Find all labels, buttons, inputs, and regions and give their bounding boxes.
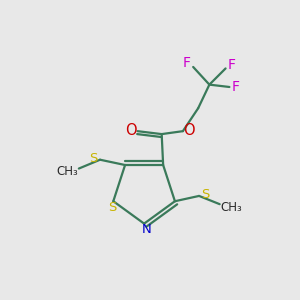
Text: F: F [232,80,240,94]
Text: F: F [228,58,236,72]
Text: N: N [142,223,151,236]
Text: O: O [125,123,137,138]
Text: S: S [108,201,116,214]
Text: S: S [201,188,210,201]
Text: CH₃: CH₃ [220,201,242,214]
Text: S: S [89,152,98,165]
Text: F: F [183,56,191,70]
Text: CH₃: CH₃ [57,165,79,178]
Text: O: O [184,123,195,138]
